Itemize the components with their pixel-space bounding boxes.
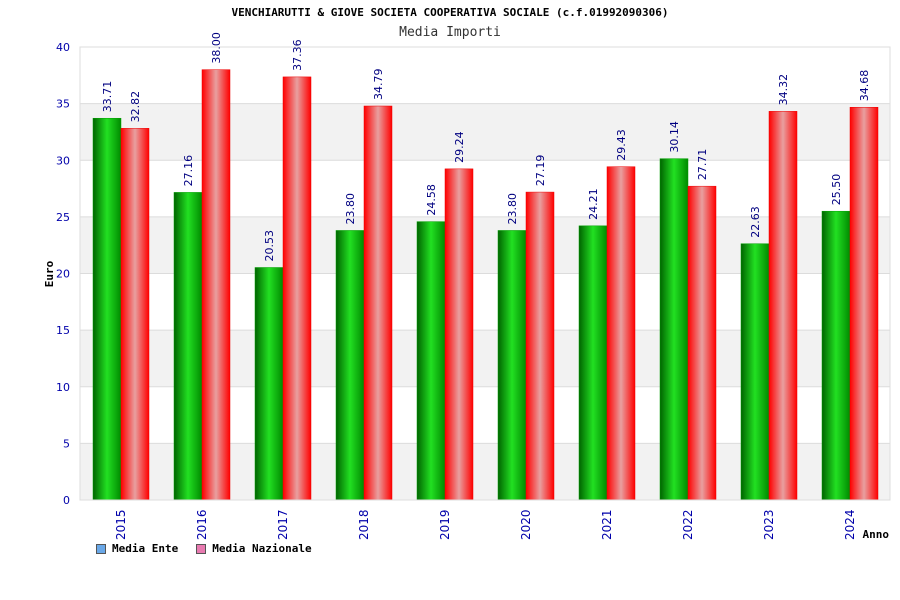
data-label-media-nazionale: 37.36	[291, 39, 304, 71]
x-tick-label: 2022	[681, 509, 695, 540]
bar-media-ente	[497, 230, 527, 501]
data-label-media-ente: 27.16	[182, 155, 195, 187]
bar-media-nazionale	[606, 166, 636, 501]
y-axis-label: Euro	[43, 260, 56, 287]
y-tick-label: 30	[56, 154, 70, 167]
x-tick-label: 2018	[357, 509, 371, 540]
bar-media-nazionale	[687, 185, 717, 501]
data-label-media-nazionale: 32.82	[129, 91, 142, 123]
data-label-media-ente: 25.50	[830, 174, 843, 206]
bar-media-ente	[740, 243, 770, 501]
legend-swatch-nazionale	[196, 543, 207, 554]
legend-item-ente: Media Ente	[96, 542, 178, 555]
data-label-media-ente: 24.21	[587, 188, 600, 220]
data-label-media-ente: 30.14	[668, 121, 681, 153]
x-tick-label: 2023	[762, 509, 776, 540]
bar-media-ente	[173, 192, 203, 501]
bar-media-ente	[92, 117, 122, 501]
bar-media-ente	[821, 210, 851, 501]
bar-media-nazionale	[201, 69, 231, 501]
bar-media-ente	[254, 267, 284, 501]
bar-media-ente	[659, 158, 689, 501]
y-tick-label: 10	[56, 381, 70, 394]
plot-area	[79, 46, 891, 501]
data-label-media-nazionale: 27.71	[696, 149, 709, 181]
x-tick-label: 2020	[519, 509, 533, 540]
y-tick-label: 0	[63, 494, 70, 507]
bar-media-nazionale	[363, 105, 393, 501]
data-label-media-ente: 23.80	[344, 193, 357, 225]
y-tick-label: 35	[56, 98, 70, 111]
bar-media-nazionale	[282, 76, 312, 501]
data-label-media-ente: 33.71	[101, 81, 114, 113]
bar-media-nazionale	[120, 128, 150, 501]
legend-label-nazionale: Media Nazionale	[212, 542, 312, 555]
data-label-media-ente: 24.58	[425, 184, 438, 216]
legend-label-ente: Media Ente	[112, 542, 179, 555]
bar-media-nazionale	[768, 111, 798, 501]
x-tick-label: 2021	[600, 509, 614, 540]
grid-band	[80, 103, 890, 161]
bar-media-nazionale	[444, 168, 474, 501]
bar-media-ente	[416, 221, 446, 501]
bar-media-nazionale	[849, 106, 879, 501]
grid-band	[80, 47, 890, 104]
data-label-media-nazionale: 34.68	[858, 70, 871, 102]
chart-title: VENCHIARUTTI & GIOVE SOCIETA COOPERATIVA…	[231, 6, 669, 19]
y-tick-label: 20	[56, 268, 70, 281]
bar-media-ente	[335, 230, 365, 501]
x-axis-label: Anno	[863, 528, 890, 541]
data-label-media-nazionale: 29.43	[615, 129, 628, 161]
y-tick-label: 15	[56, 324, 70, 337]
chart-subtitle: Media Importi	[399, 25, 501, 40]
data-label-media-ente: 20.53	[263, 230, 276, 262]
x-tick-label: 2024	[843, 509, 857, 540]
data-label-media-nazionale: 34.32	[777, 74, 790, 106]
data-label-media-nazionale: 34.79	[372, 69, 385, 101]
data-label-media-nazionale: 27.19	[534, 155, 547, 187]
data-label-media-nazionale: 38.00	[210, 32, 223, 64]
x-tick-label: 2015	[114, 509, 128, 540]
legend-swatch-ente	[96, 543, 106, 554]
x-tick-label: 2017	[276, 509, 290, 540]
y-tick-label: 5	[63, 437, 70, 450]
x-tick-label: 2016	[195, 509, 209, 540]
bar-media-ente	[578, 225, 608, 501]
bar-media-nazionale	[525, 191, 555, 501]
legend: Media Ente Media Nazionale	[96, 542, 312, 555]
x-tick-label: 2019	[438, 509, 452, 540]
data-label-media-ente: 22.63	[749, 206, 762, 238]
y-tick-label: 25	[56, 211, 70, 224]
data-label-media-nazionale: 29.24	[453, 131, 466, 163]
data-label-media-ente: 23.80	[506, 193, 519, 225]
legend-item-nazionale: Media Nazionale	[196, 542, 312, 555]
y-tick-label: 40	[56, 41, 70, 54]
